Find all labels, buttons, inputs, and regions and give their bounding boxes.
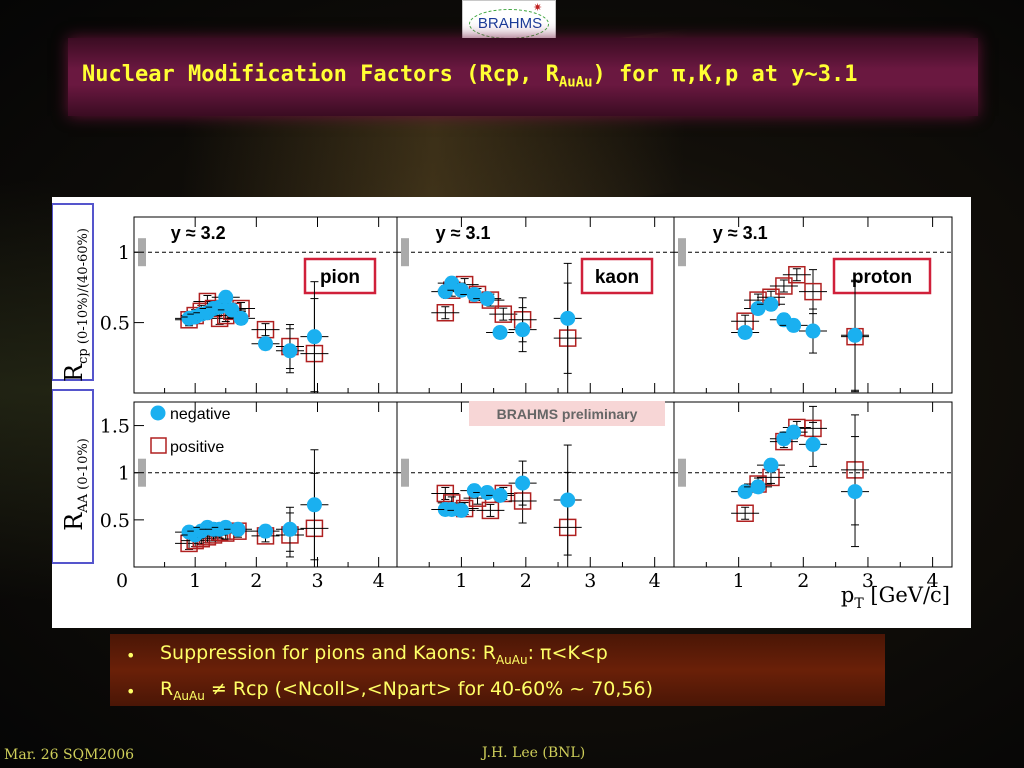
x-tick-label: 1 xyxy=(455,570,467,592)
normalization-error-box xyxy=(678,238,686,267)
preliminary-label: BRAHMS preliminary xyxy=(497,406,638,422)
negative-point xyxy=(306,497,322,513)
y-tick-label: 1 xyxy=(118,242,130,264)
y-tick-label: 0.5 xyxy=(100,510,130,532)
negative-point xyxy=(560,492,576,508)
negative-point xyxy=(218,289,234,305)
negative-point xyxy=(750,301,766,317)
negative-point xyxy=(258,523,273,539)
footer-author: J.H. Lee (BNL) xyxy=(482,745,586,761)
x-tick-label: 2 xyxy=(797,570,809,592)
negative-point xyxy=(479,485,495,501)
negative-point xyxy=(847,327,863,343)
y-axis-label: Rcp (0-10%)/(40-60%) xyxy=(60,228,91,382)
negative-point xyxy=(763,457,779,473)
species-label-box xyxy=(580,257,654,295)
negative-point xyxy=(786,317,802,333)
species-label: kaon xyxy=(595,267,639,288)
panel-frame xyxy=(133,216,398,394)
negative-point xyxy=(230,521,246,537)
negative-point xyxy=(282,521,298,537)
x-tick-label: 3 xyxy=(311,570,323,592)
species-label: proton xyxy=(852,267,912,288)
title-banner xyxy=(68,38,978,116)
negative-point xyxy=(466,483,482,499)
negative-point xyxy=(233,310,249,326)
y-axis-label-box xyxy=(52,389,94,564)
negative-point xyxy=(453,282,469,298)
slide-title: Nuclear Modification Factors (Rcp, RAuAu… xyxy=(82,62,858,91)
legend-positive-label: positive xyxy=(170,439,224,456)
species-label-box xyxy=(832,257,932,295)
notes-box: • Suppression for pions and Kaons: RAuAu… xyxy=(110,634,885,706)
rapidity-label: y ≈ 3.1 xyxy=(436,223,491,243)
x-tick-label: 3 xyxy=(584,570,596,592)
bullet-icon: • xyxy=(126,646,136,665)
y-tick-label: 1 xyxy=(118,463,130,485)
negative-point xyxy=(805,436,821,452)
normalization-error-box xyxy=(678,458,686,487)
bullet-icon: • xyxy=(126,682,136,701)
negative-point xyxy=(737,484,753,500)
negative-point xyxy=(847,484,863,500)
y-tick-label: 1.5 xyxy=(100,416,130,438)
background-light-beam-left xyxy=(0,180,60,600)
x-tick-label: 1 xyxy=(189,570,201,592)
negative-point xyxy=(737,324,753,340)
logo-text: BRAHMS xyxy=(477,15,543,32)
negative-point xyxy=(763,296,779,312)
negative-point xyxy=(805,323,821,339)
note-1: Suppression for pions and Kaons: RAuAu: … xyxy=(160,642,608,667)
rapidity-label: y ≈ 3.1 xyxy=(713,223,768,243)
y-axis-label-box xyxy=(52,203,94,381)
x-tick-label: 2 xyxy=(520,570,532,592)
negative-point xyxy=(466,286,482,302)
negative-point xyxy=(306,329,322,345)
y-tick-label: 0.5 xyxy=(100,313,130,335)
x-tick-label: 3 xyxy=(862,570,874,592)
negative-point xyxy=(492,324,508,340)
y-axis-label: RAA (0-10%) xyxy=(60,438,91,531)
logo-star-icon: ✷ xyxy=(533,1,543,14)
negative-point xyxy=(786,424,802,440)
x-tick-label: 4 xyxy=(373,570,385,592)
x-tick-label: 0 xyxy=(116,570,128,592)
normalization-error-box xyxy=(401,238,409,267)
legend-positive-marker xyxy=(150,437,167,454)
x-tick-label: 2 xyxy=(250,570,262,592)
x-tick-label: 1 xyxy=(733,570,745,592)
note-2: RAuAu ≠ Rcp (<Ncoll>,<Npart> for 40-60% … xyxy=(160,678,654,703)
negative-point xyxy=(492,487,508,503)
species-label-box xyxy=(303,257,377,295)
panel-frame xyxy=(673,401,953,568)
negative-point xyxy=(515,322,531,338)
rcp-raa-plot: 0.510.511.50 1 1 12 2 23 3 34 4 4pT [GeV/c]Rcp (0… xyxy=(52,203,953,612)
figure-panel: 0.5 1 0.5 1 1.5 0 1 1 1 2 2 2 3 3 3 4 4 4 pT [GeV/c] Rcp (0… xyxy=(52,197,971,628)
x-tick-label: 4 xyxy=(649,570,661,592)
panel-frame xyxy=(396,401,675,568)
x-axis-label: pT [GeV/c] xyxy=(841,583,950,612)
panel-frame xyxy=(673,216,953,394)
negative-point xyxy=(479,291,495,307)
species-label: pion xyxy=(320,267,360,288)
legend-negative-label: negative xyxy=(170,406,231,423)
legend-negative-marker xyxy=(150,405,166,421)
negative-point xyxy=(453,502,469,518)
rapidity-label: y ≈ 3.2 xyxy=(171,223,226,243)
preliminary-box xyxy=(469,401,665,426)
negative-point xyxy=(258,336,273,352)
negative-point xyxy=(560,310,576,326)
x-tick-label: 4 xyxy=(927,570,939,592)
negative-point xyxy=(218,519,234,535)
normalization-error-box xyxy=(401,458,409,487)
negative-point xyxy=(515,475,531,491)
negative-point xyxy=(282,343,298,359)
negative-point xyxy=(750,479,766,495)
footer-date: Mar. 26 SQM2006 xyxy=(4,747,135,763)
